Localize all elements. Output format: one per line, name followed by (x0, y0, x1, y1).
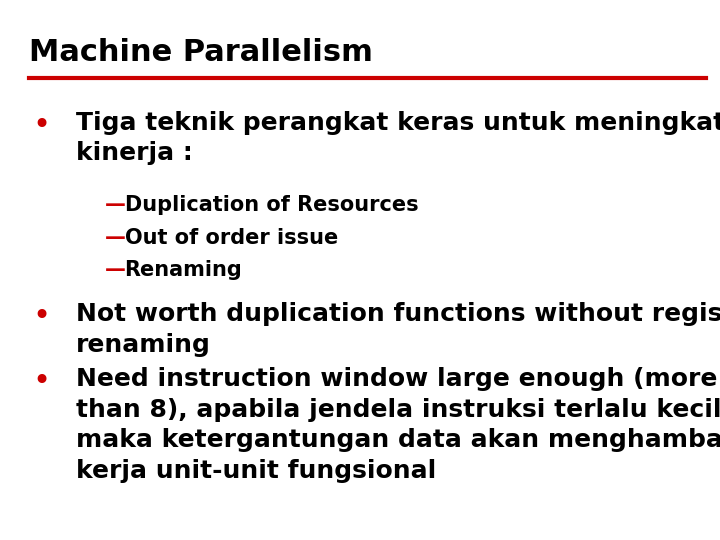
Text: Renaming: Renaming (125, 260, 243, 280)
Text: •: • (32, 302, 50, 332)
Text: Out of order issue: Out of order issue (125, 228, 338, 248)
Text: —: — (104, 260, 125, 280)
Text: —: — (104, 228, 125, 248)
Text: Need instruction window large enough (more
than 8), apabila jendela instruksi te: Need instruction window large enough (mo… (76, 367, 720, 483)
Text: Duplication of Resources: Duplication of Resources (125, 195, 418, 215)
Text: Not worth duplication functions without register
renaming: Not worth duplication functions without … (76, 302, 720, 357)
Text: •: • (32, 111, 50, 140)
Text: Tiga teknik perangkat keras untuk meningkatkan
kinerja :: Tiga teknik perangkat keras untuk mening… (76, 111, 720, 165)
Text: —: — (104, 195, 125, 215)
Text: •: • (32, 367, 50, 396)
Text: Machine Parallelism: Machine Parallelism (29, 38, 373, 67)
